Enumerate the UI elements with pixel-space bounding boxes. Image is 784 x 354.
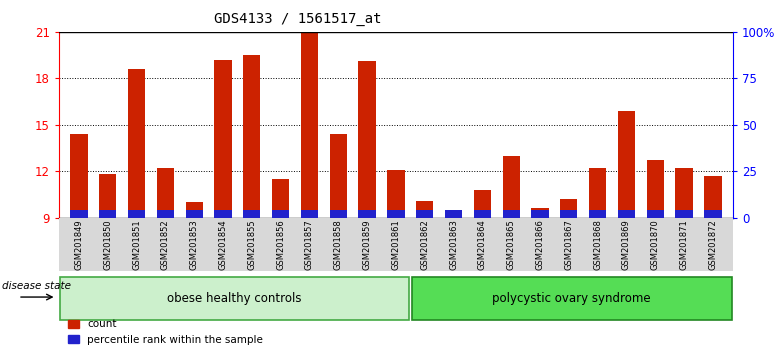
Text: GSM201858: GSM201858 xyxy=(334,219,343,270)
Text: GSM201863: GSM201863 xyxy=(449,219,458,270)
Text: GSM201866: GSM201866 xyxy=(535,219,545,270)
Bar xyxy=(675,210,693,218)
Bar xyxy=(532,210,549,218)
Bar xyxy=(329,134,347,218)
Bar xyxy=(214,210,232,218)
Bar xyxy=(99,175,117,218)
Text: GSM201871: GSM201871 xyxy=(680,219,688,270)
Text: GSM201851: GSM201851 xyxy=(132,219,141,270)
Text: GSM201855: GSM201855 xyxy=(247,219,256,270)
Text: GSM201856: GSM201856 xyxy=(276,219,285,270)
Bar xyxy=(329,210,347,218)
Bar xyxy=(532,209,549,218)
Bar xyxy=(445,213,463,218)
Bar xyxy=(445,210,463,218)
Bar xyxy=(157,210,174,218)
Text: GSM201849: GSM201849 xyxy=(74,219,83,270)
Text: GSM201872: GSM201872 xyxy=(709,219,717,270)
Text: GSM201859: GSM201859 xyxy=(363,219,372,270)
Text: GSM201850: GSM201850 xyxy=(103,219,112,270)
Bar xyxy=(387,210,405,218)
Bar xyxy=(157,168,174,218)
Text: GSM201861: GSM201861 xyxy=(391,219,401,270)
Bar xyxy=(416,201,434,218)
Bar xyxy=(503,210,520,218)
Bar xyxy=(243,210,260,218)
Text: polycystic ovary syndrome: polycystic ovary syndrome xyxy=(492,292,652,305)
Text: GSM201854: GSM201854 xyxy=(219,219,227,270)
Bar xyxy=(618,210,635,218)
Text: GDS4133 / 1561517_at: GDS4133 / 1561517_at xyxy=(214,12,382,27)
Text: disease state: disease state xyxy=(2,281,71,291)
Text: GSM201869: GSM201869 xyxy=(622,219,631,270)
Text: GSM201852: GSM201852 xyxy=(161,219,170,270)
Text: GSM201865: GSM201865 xyxy=(506,219,516,270)
Bar xyxy=(704,210,721,218)
Bar xyxy=(186,210,203,218)
Bar xyxy=(387,170,405,218)
FancyBboxPatch shape xyxy=(60,277,409,320)
Text: GSM201868: GSM201868 xyxy=(593,219,602,270)
Text: obese healthy controls: obese healthy controls xyxy=(168,292,302,305)
Legend: count, percentile rank within the sample: count, percentile rank within the sample xyxy=(64,315,267,349)
Bar xyxy=(128,69,145,218)
Text: GSM201864: GSM201864 xyxy=(478,219,487,270)
Bar xyxy=(301,33,318,218)
FancyBboxPatch shape xyxy=(412,277,731,320)
Bar xyxy=(358,61,376,218)
Bar xyxy=(618,111,635,218)
Bar xyxy=(560,199,578,218)
Bar xyxy=(358,210,376,218)
Bar xyxy=(704,176,721,218)
Bar xyxy=(560,210,578,218)
Text: GSM201853: GSM201853 xyxy=(190,219,198,270)
Bar xyxy=(71,210,88,218)
Bar xyxy=(128,210,145,218)
Bar xyxy=(272,179,289,218)
Bar xyxy=(589,168,606,218)
Bar xyxy=(647,160,664,218)
Bar xyxy=(99,210,117,218)
Bar xyxy=(214,60,232,218)
Bar xyxy=(186,202,203,218)
Bar xyxy=(71,134,88,218)
Text: GSM201857: GSM201857 xyxy=(305,219,314,270)
Bar xyxy=(301,210,318,218)
Bar xyxy=(474,190,491,218)
Bar xyxy=(474,210,491,218)
Bar xyxy=(589,210,606,218)
Text: GSM201870: GSM201870 xyxy=(651,219,660,270)
Bar xyxy=(503,156,520,218)
Bar xyxy=(416,210,434,218)
Text: GSM201862: GSM201862 xyxy=(420,219,429,270)
Text: GSM201867: GSM201867 xyxy=(564,219,573,270)
Bar xyxy=(272,210,289,218)
Bar xyxy=(647,210,664,218)
Bar xyxy=(675,168,693,218)
Bar xyxy=(243,55,260,218)
